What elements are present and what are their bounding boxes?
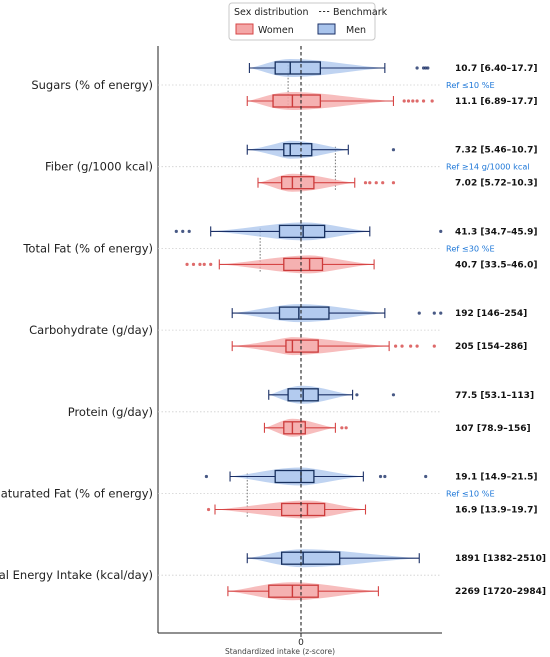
men-4-outlier-0	[355, 393, 359, 397]
men-2-box	[278, 224, 326, 239]
women-1-outlier-3	[381, 181, 385, 185]
women-2-outlier-4	[185, 262, 189, 266]
legend-frame	[228, 2, 376, 41]
women-3-box	[285, 339, 319, 353]
men-5-box	[274, 469, 315, 484]
women-1-outlier-2	[374, 181, 378, 185]
nutrient-label-4: Protein (g/day)	[68, 405, 153, 419]
women-2-outlier-3	[191, 262, 196, 266]
men-4-outlier-1	[391, 393, 396, 397]
ref-label-2: Ref ≤30 %E	[446, 243, 495, 253]
women-3-outlier-2	[409, 344, 413, 348]
value-label-women-0: 11.1 [6.89–17.7]	[455, 97, 537, 107]
women-2-outlier-1	[202, 262, 206, 266]
men-2-outlier-3	[439, 229, 443, 233]
ref-label-1: Ref ≥14 g/1000 kcal	[446, 162, 530, 172]
men-0-outlier-0	[415, 66, 419, 70]
legend-swatch-men	[317, 23, 336, 35]
nutrient-label-0: Sugars (% of energy)	[31, 78, 153, 92]
women-1-outlier-4	[391, 181, 396, 185]
women-0-box	[272, 94, 321, 108]
women-2-outlier-0	[209, 262, 213, 266]
nutrient-label-1: Fiber (g/1000 kcal)	[45, 160, 153, 174]
legend: Sex distribution Benchmark Women Men	[228, 2, 388, 41]
women-0-outlier-5	[430, 99, 434, 103]
legend-label-women: Women	[258, 25, 294, 36]
nutrient-label-2: Total Fat (% of energy)	[22, 241, 153, 255]
men-2-outlier-1	[181, 229, 185, 233]
men-5-outlier-2	[383, 474, 387, 479]
women-0-outlier-2	[411, 99, 415, 103]
men-0-outlier-3	[426, 66, 430, 70]
women-1-outlier-1	[368, 181, 372, 185]
women-4-outlier-0	[340, 426, 344, 430]
value-label-men-5: 19.1 [14.9–21.5]	[455, 473, 537, 483]
women-2-outlier-2	[198, 262, 202, 266]
women-4-box	[283, 421, 306, 435]
women-0-outlier-3	[415, 99, 419, 103]
value-label-women-6: 2269 [1720–2984]	[455, 587, 546, 597]
men-2-outlier-0	[187, 229, 191, 233]
women-6-box	[268, 584, 319, 598]
women-1-outlier-0	[363, 181, 368, 185]
men-3-outlier-1	[432, 311, 436, 315]
men-0-box	[274, 61, 322, 75]
value-label-men-1: 7.32 [5.46–10.7]	[455, 146, 537, 156]
legend-benchmark-label: Benchmark	[333, 7, 388, 18]
women-3-outlier-0	[394, 344, 398, 348]
women-3-outlier-3	[415, 344, 419, 348]
value-label-men-2: 41.3 [34.7–45.9]	[455, 227, 537, 237]
men-5-outlier-1	[378, 474, 383, 479]
ref-label-5: Ref ≤10 %E	[446, 489, 495, 499]
legend-label-men: Men	[346, 25, 366, 36]
women-3-outlier-4	[432, 344, 436, 348]
men-6-box	[280, 551, 341, 565]
men-3-box	[278, 306, 330, 320]
women-0-outlier-0	[402, 99, 406, 103]
men-3-outlier-2	[439, 311, 443, 315]
men-5-outlier-0	[204, 474, 208, 479]
nutrient-label-6: Total Energy Intake (kcal/day)	[0, 568, 153, 582]
nutrient-label-5: Saturated Fat (% of energy)	[0, 487, 153, 501]
value-label-men-0: 10.7 [6.40–17.7]	[455, 64, 537, 74]
value-label-men-6: 1891 [1382–2510]	[455, 554, 546, 564]
men-1-outlier-0	[391, 148, 396, 152]
women-3-outlier-1	[400, 344, 404, 348]
women-0-outlier-1	[406, 99, 411, 103]
nutrient-label-3: Carbohydrate (g/day)	[29, 323, 153, 337]
ref-label-0: Ref ≤10 %E	[446, 80, 495, 90]
men-5-outlier-3	[424, 474, 428, 479]
x-tick-label-zero: 0	[298, 638, 304, 648]
legend-title: Sex distribution	[234, 7, 309, 18]
women-2-box	[283, 257, 324, 272]
value-label-women-3: 205 [154–286]	[455, 342, 527, 352]
x-axis-title: Standardized intake (z-score)	[225, 647, 335, 656]
men-2-outlier-2	[174, 229, 178, 233]
value-label-women-5: 16.9 [13.9–19.7]	[455, 506, 537, 516]
value-label-men-3: 192 [146–254]	[455, 309, 527, 319]
legend-swatch-women	[235, 23, 254, 35]
men-1-box	[283, 143, 313, 157]
value-label-women-4: 107 [78.9–156]	[455, 424, 531, 434]
plot-area: Sugars (% of energy) 10.7 [6.40–17.7] 11.1…	[0, 59, 546, 601]
men-3-outlier-0	[417, 311, 421, 315]
value-label-men-4: 77.5 [53.1–113]	[455, 391, 534, 401]
women-1-box	[280, 176, 315, 190]
women-5-outlier-0	[206, 507, 211, 512]
women-5-box	[280, 502, 326, 517]
women-0-outlier-4	[421, 99, 426, 103]
value-label-women-1: 7.02 [5.72–10.3]	[455, 179, 537, 189]
women-4-outlier-1	[344, 426, 348, 430]
value-label-women-2: 40.7 [33.5–46.0]	[455, 260, 537, 270]
